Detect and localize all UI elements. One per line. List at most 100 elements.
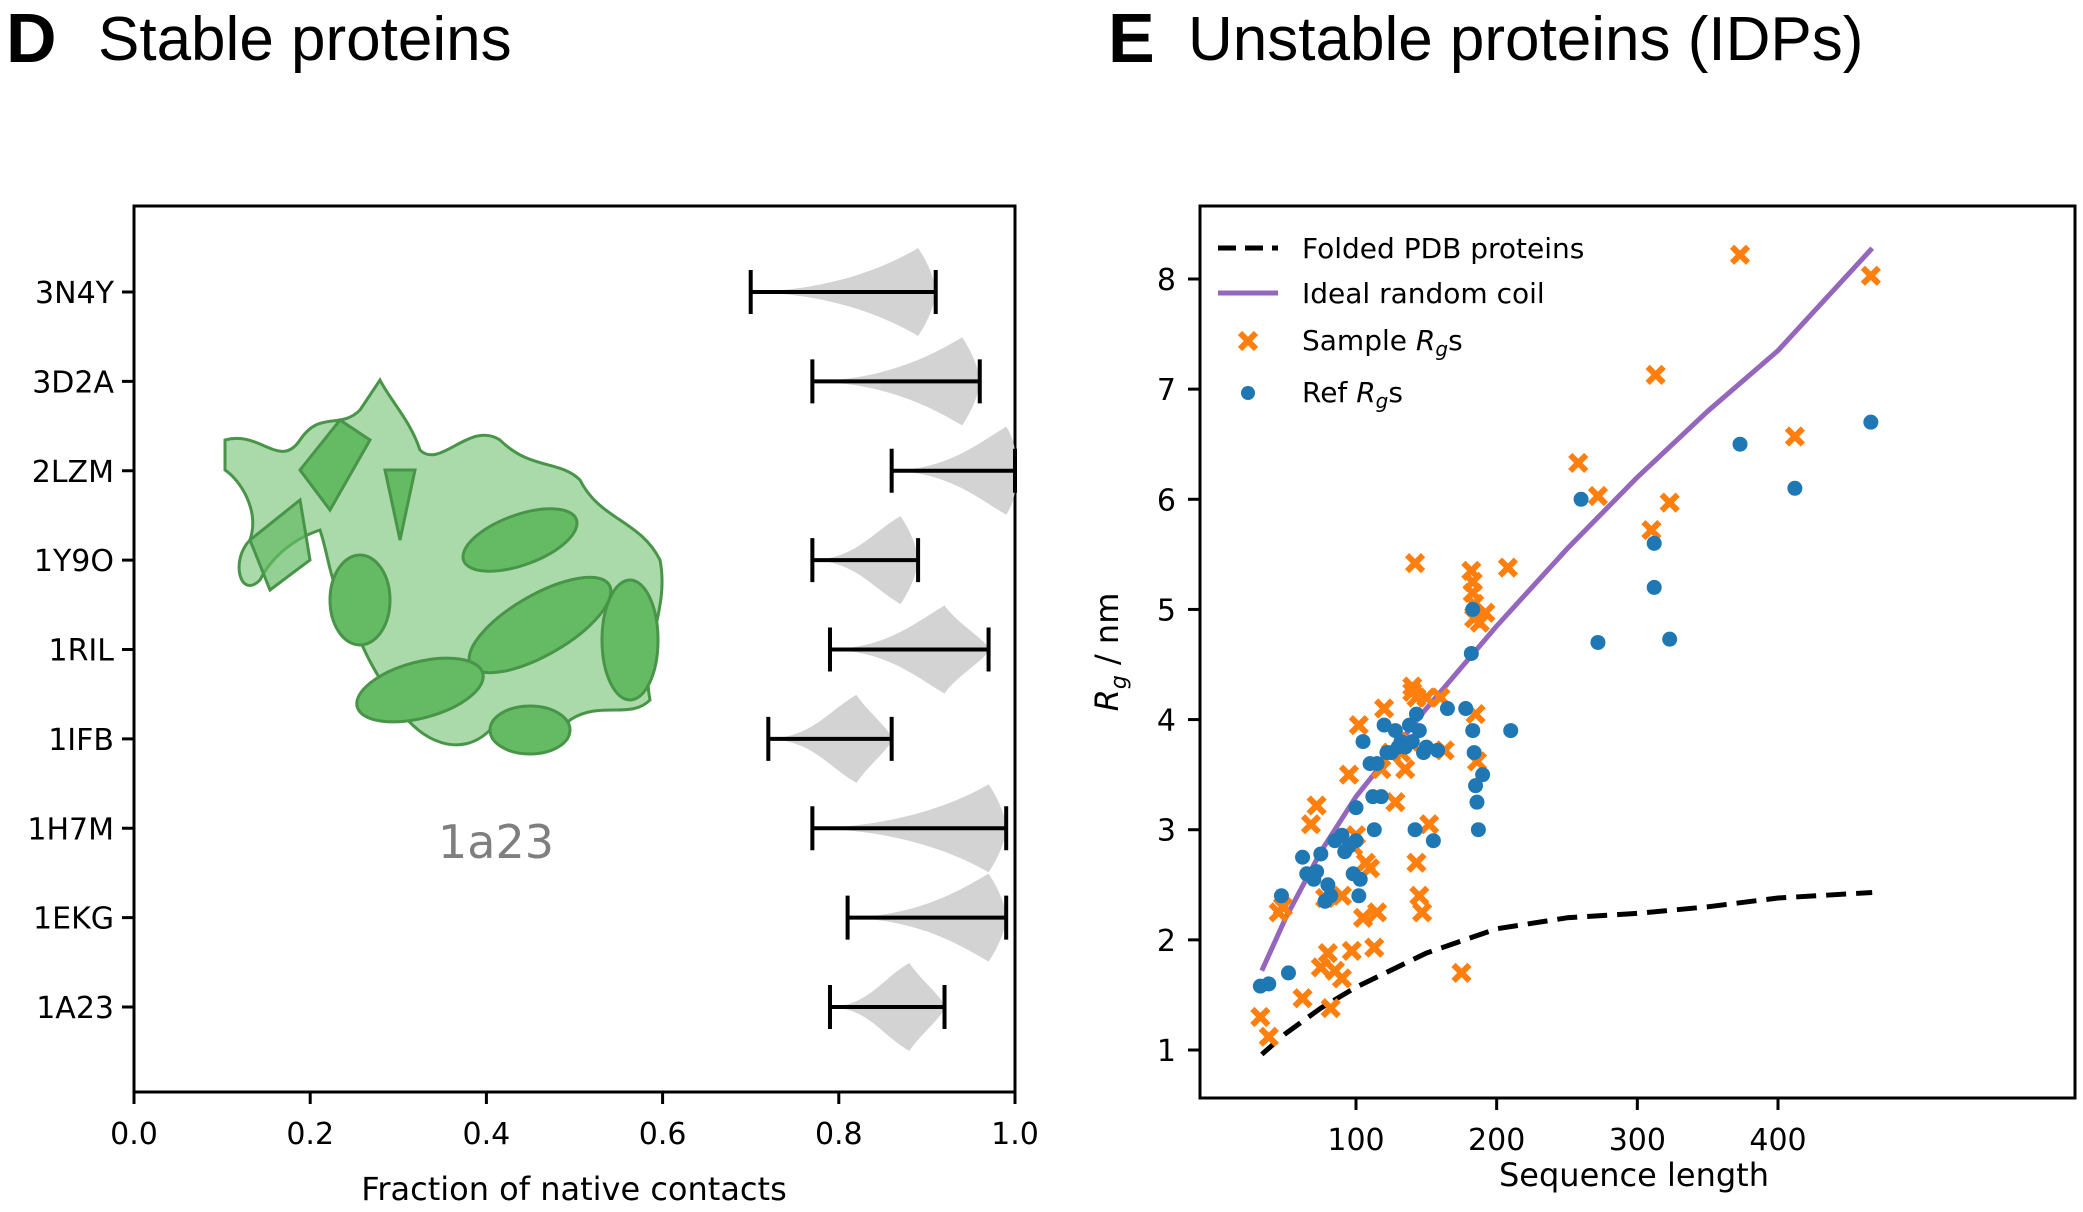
sample-rg-point bbox=[1419, 814, 1440, 835]
x-tick-label: 1.0 bbox=[991, 1117, 1039, 1152]
sample-rg-point bbox=[1300, 814, 1322, 835]
y-axis-label-e: Rg / nm bbox=[1088, 593, 1132, 712]
ref-rg-series bbox=[1252, 414, 1879, 994]
scatter-chart: 100 200 300 400 1 2 3 4 5 6 7 8 Sequence length Rg… bbox=[1088, 204, 2077, 1194]
legend: Folded PDB proteins Ideal random coil Sa… bbox=[1218, 232, 1584, 413]
ref-rg-point bbox=[1465, 723, 1481, 739]
legend-swatch-sample bbox=[1237, 330, 1259, 352]
violin-2lzm bbox=[889, 426, 1017, 515]
y-tick-label: 2LZM bbox=[32, 455, 114, 490]
ref-rg-point bbox=[1323, 888, 1339, 904]
violin-1ekg bbox=[845, 873, 1009, 962]
violin-3d2a bbox=[810, 337, 982, 426]
sample-rg-point bbox=[1331, 968, 1353, 989]
x-axis-label-e: Sequence length bbox=[1499, 1156, 1769, 1194]
sample-rg-point bbox=[1258, 1026, 1279, 1047]
ref-rg-point bbox=[1662, 631, 1678, 647]
ref-rg-point bbox=[1408, 706, 1424, 722]
sample-rg-point bbox=[1366, 902, 1388, 923]
y-tick-label: 8 bbox=[1157, 263, 1176, 298]
x-tick-label: 300 bbox=[1609, 1123, 1666, 1158]
y-tick-label: 2 bbox=[1157, 924, 1176, 959]
sample-rg-point bbox=[1364, 937, 1385, 958]
sample-rg-point bbox=[1338, 764, 1360, 785]
legend-label-random-coil: Ideal random coil bbox=[1302, 277, 1545, 310]
sample-rg-point bbox=[1645, 364, 1666, 385]
sample-rg-point bbox=[1475, 602, 1496, 623]
x-tick-label: 0.6 bbox=[639, 1117, 687, 1152]
y-tick-label: 7 bbox=[1157, 373, 1176, 408]
ref-rg-point bbox=[1273, 888, 1289, 904]
sample-rg-point bbox=[1411, 902, 1433, 923]
y-tick-label: 1A23 bbox=[36, 991, 114, 1026]
ref-rg-point bbox=[1355, 734, 1371, 750]
y-tick-label: 3D2A bbox=[32, 365, 114, 400]
sample-rg-point bbox=[1641, 520, 1662, 541]
sample-rg-point bbox=[1310, 957, 1331, 978]
x-tick-label: 200 bbox=[1468, 1123, 1525, 1158]
sample-rg-point bbox=[1659, 492, 1680, 513]
ref-rg-point bbox=[1418, 739, 1434, 755]
x-tick-label: 0.8 bbox=[815, 1117, 863, 1152]
y-tick-label: 1H7M bbox=[27, 812, 114, 847]
sample-rg-point bbox=[1385, 792, 1406, 813]
y-tick-label: 1RIL bbox=[49, 634, 115, 669]
legend-label-ref: Ref Rgs bbox=[1302, 376, 1403, 413]
ref-rg-point bbox=[1351, 888, 1367, 904]
sample-rg-point bbox=[1409, 885, 1430, 906]
ref-rg-point bbox=[1732, 436, 1748, 452]
protein-structure-label: 1a23 bbox=[438, 815, 554, 869]
ref-rg-point bbox=[1463, 645, 1479, 661]
sample-rg-point bbox=[1406, 852, 1427, 873]
sample-rg-point bbox=[1352, 907, 1374, 928]
panel-e-letter: E bbox=[1108, 0, 1155, 77]
ref-rg-point bbox=[1348, 833, 1364, 849]
ref-rg-point bbox=[1439, 701, 1455, 717]
sample-rg-point bbox=[1348, 714, 1369, 736]
sample-rg-point bbox=[1292, 988, 1313, 1009]
ref-rg-point bbox=[1590, 634, 1606, 650]
y-tick-label: 3 bbox=[1157, 814, 1176, 849]
legend-label-folded: Folded PDB proteins bbox=[1302, 232, 1584, 265]
ref-rg-point bbox=[1411, 723, 1427, 739]
x-axis-label-d: Fraction of native contacts bbox=[361, 1170, 786, 1208]
violin-1h7m bbox=[810, 784, 1009, 873]
ref-rg-point bbox=[1466, 745, 1482, 761]
ref-rg-point bbox=[1503, 723, 1519, 739]
x-tick-label: 0.2 bbox=[286, 1117, 334, 1152]
ref-rg-point bbox=[1387, 723, 1403, 739]
panel-d-letter: D bbox=[6, 0, 57, 77]
violin-3n4y bbox=[748, 248, 938, 336]
sample-rg-point bbox=[1404, 553, 1426, 574]
sample-rg-point bbox=[1568, 452, 1589, 474]
ref-rg-point bbox=[1465, 601, 1481, 617]
ref-rg-point bbox=[1404, 734, 1420, 750]
ref-rg-point bbox=[1334, 827, 1350, 843]
ref-rg-point bbox=[1787, 480, 1803, 496]
y-tick-label: 1Y9O bbox=[34, 544, 114, 579]
ref-rg-point bbox=[1309, 864, 1325, 880]
ref-rg-point bbox=[1313, 846, 1329, 862]
panel-d-title: Stable proteins bbox=[98, 5, 512, 74]
sample-rg-point bbox=[1306, 795, 1327, 816]
y-tick-label: 5 bbox=[1157, 593, 1176, 628]
y-tick-label: 6 bbox=[1157, 483, 1176, 518]
sample-rg-point bbox=[1320, 998, 1341, 1019]
y-tick-label: 4 bbox=[1157, 704, 1176, 739]
sample-rg-point bbox=[1860, 265, 1881, 286]
x-tick-label: 0.4 bbox=[463, 1117, 511, 1152]
sample-rg-point bbox=[1331, 885, 1353, 906]
sample-rg-point bbox=[1317, 942, 1338, 964]
sample-rg-series bbox=[1250, 244, 1881, 1047]
sample-rg-point bbox=[1374, 698, 1395, 719]
sample-rg-point bbox=[1587, 485, 1609, 507]
y-tick-label: 1 bbox=[1157, 1034, 1176, 1069]
legend-swatch-ref bbox=[1241, 386, 1255, 400]
violin-1ril bbox=[827, 605, 991, 694]
ref-rg-point bbox=[1348, 800, 1364, 816]
ref-rg-point bbox=[1470, 822, 1486, 838]
y-tick-label: 3N4Y bbox=[35, 276, 115, 311]
panel-e-title: Unstable proteins (IDPs) bbox=[1188, 5, 1864, 74]
ref-rg-point bbox=[1280, 965, 1296, 981]
